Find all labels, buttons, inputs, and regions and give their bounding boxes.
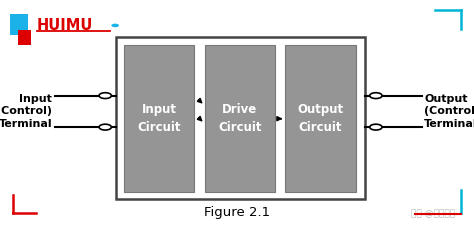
Text: Input
Circuit: Input Circuit [137, 103, 181, 134]
Bar [124, 45, 194, 192]
Text: Figure 2.1: Figure 2.1 [204, 206, 270, 219]
Circle shape [99, 93, 111, 99]
Circle shape [111, 24, 119, 27]
Bar [285, 45, 356, 192]
Bar [10, 14, 28, 35]
Circle shape [370, 93, 382, 99]
Bar [18, 30, 31, 45]
Text: 知乎 @惠木工业: 知乎 @惠木工业 [411, 209, 455, 218]
Circle shape [370, 124, 382, 130]
Text: Drive
Circuit: Drive Circuit [218, 103, 262, 134]
Text: HUIMU: HUIMU [37, 18, 93, 33]
Text: Input
(Control)
Terminal: Input (Control) Terminal [0, 94, 52, 129]
Text: Output
Circuit: Output Circuit [297, 103, 344, 134]
Bar [205, 45, 275, 192]
Bar [116, 37, 365, 199]
Text: Output
(Controlled)
Terminal: Output (Controlled) Terminal [424, 94, 474, 129]
Circle shape [99, 124, 111, 130]
